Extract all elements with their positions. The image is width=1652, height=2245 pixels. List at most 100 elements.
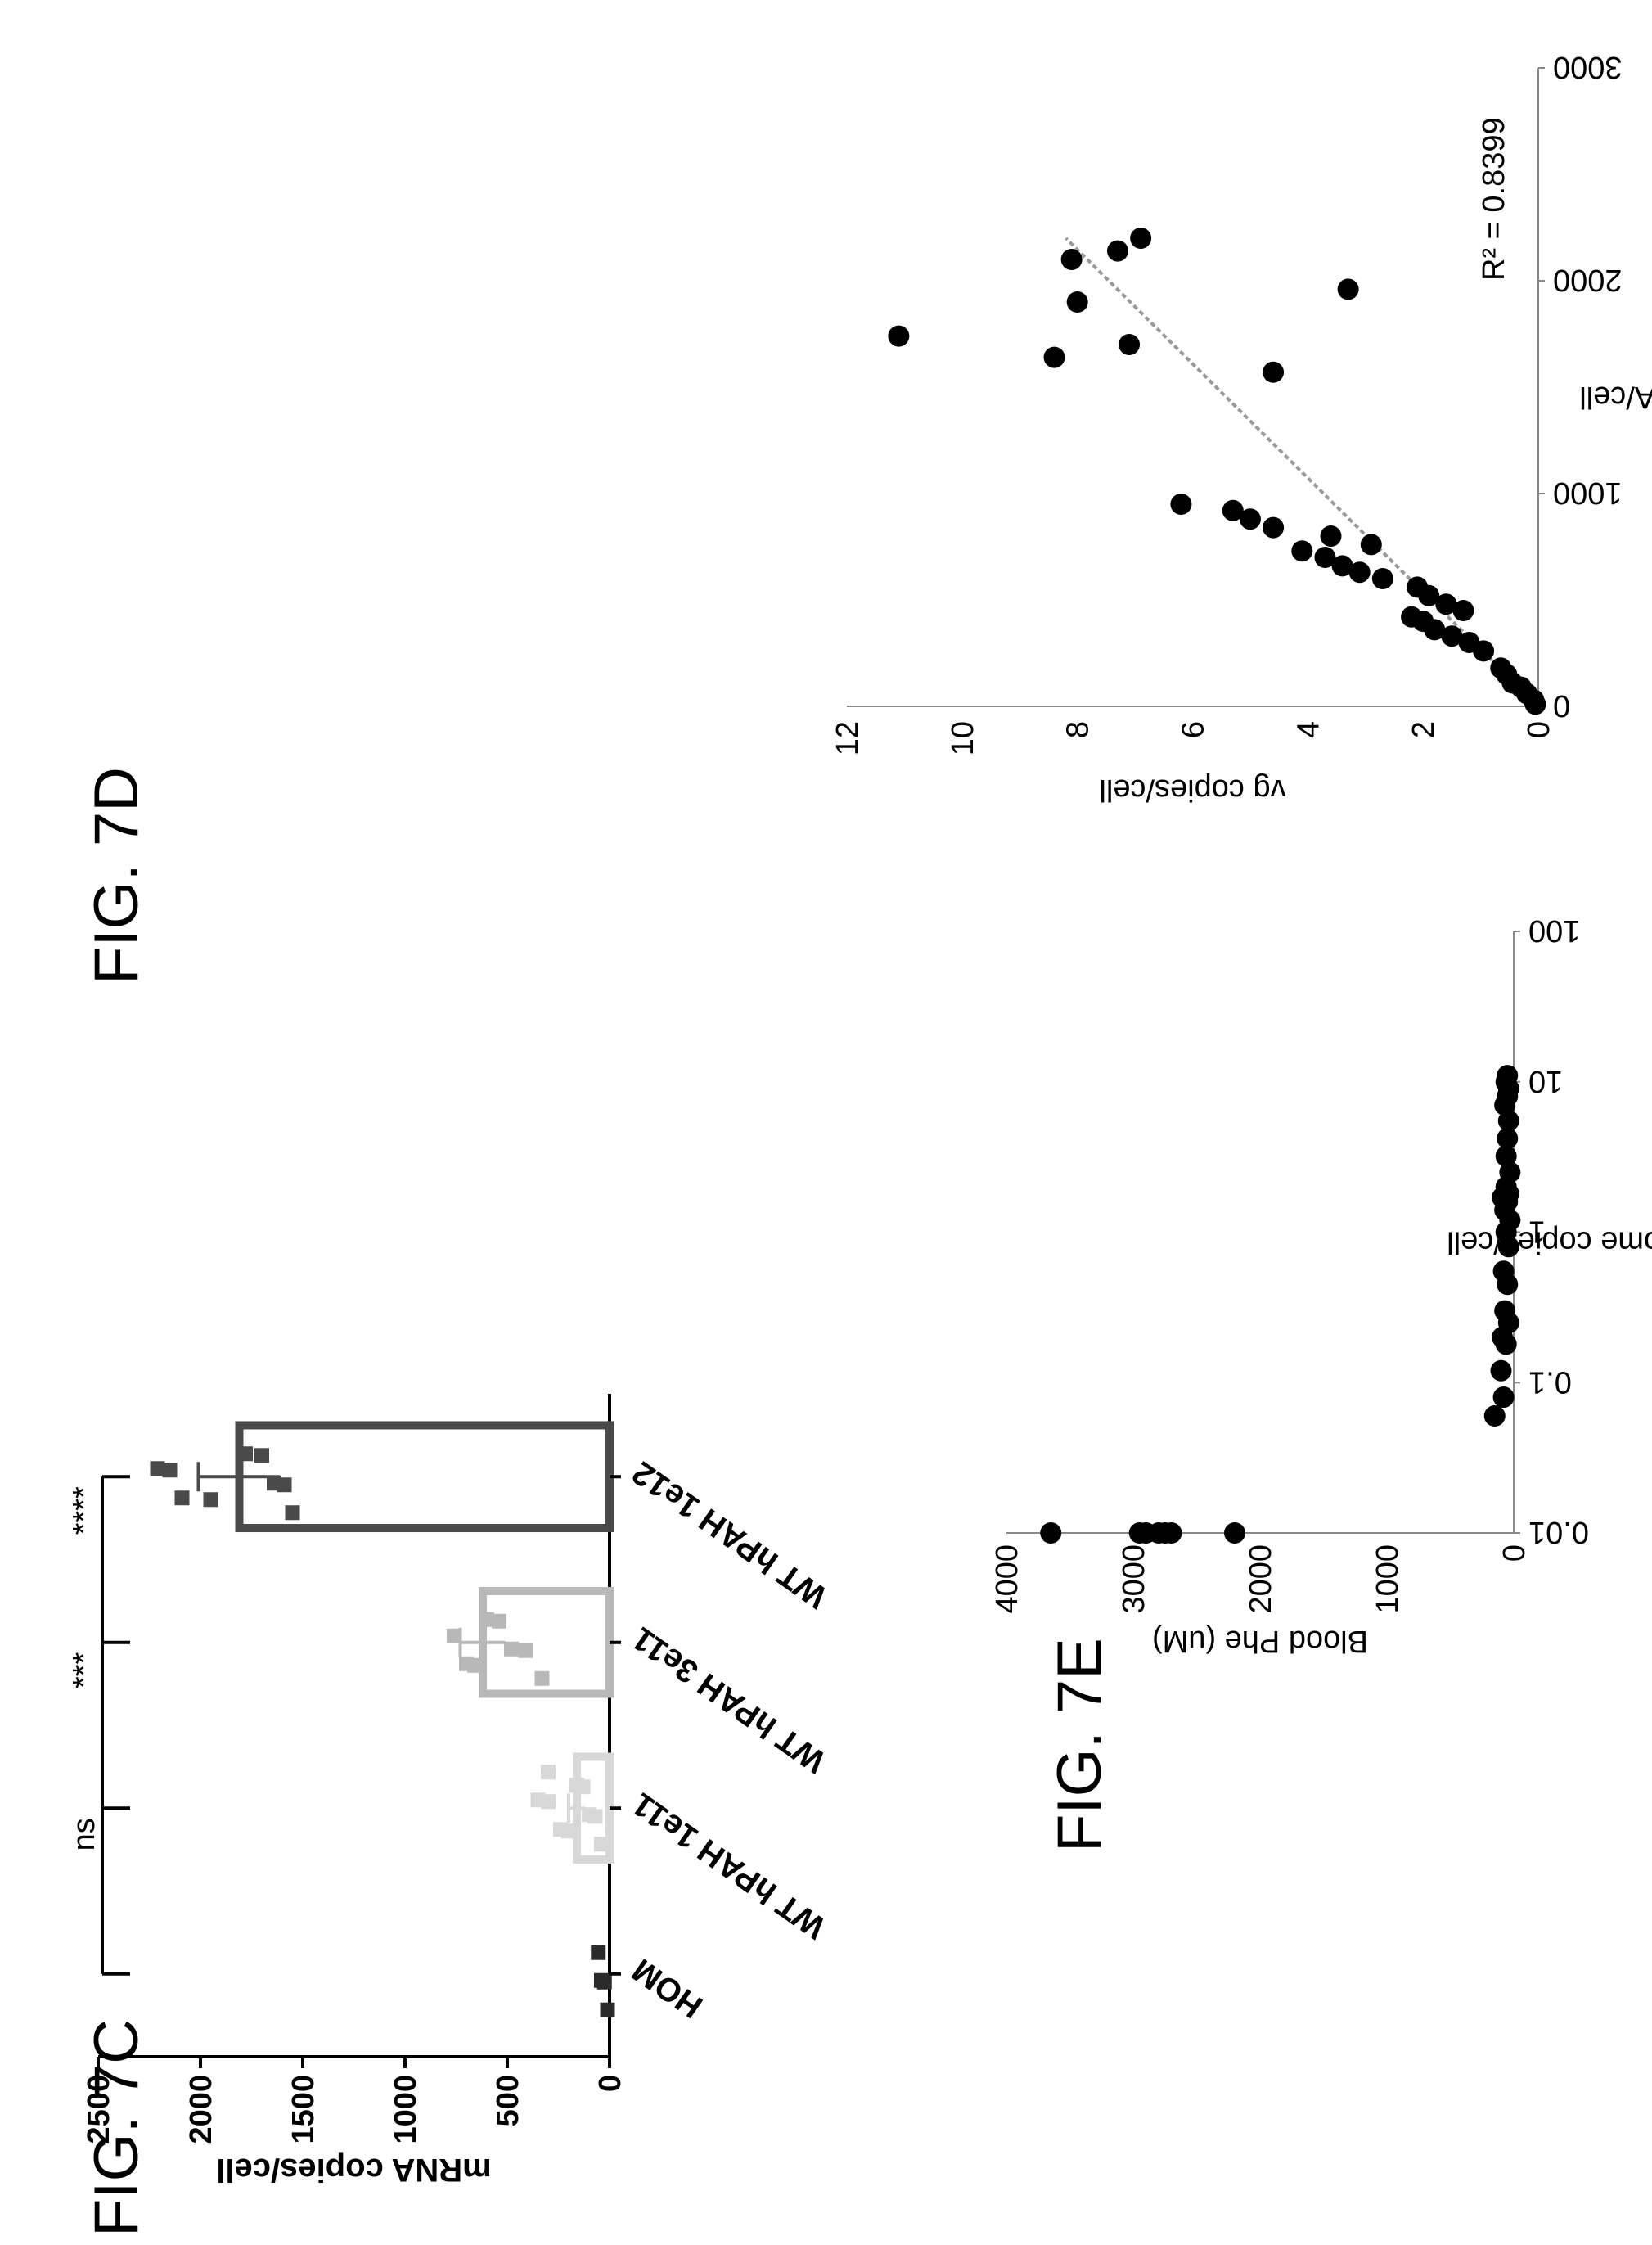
data-point: [162, 1463, 178, 1478]
data-point: [1130, 228, 1152, 249]
data-point: [530, 1792, 546, 1808]
data-point: [1401, 606, 1423, 628]
data-point: [1435, 593, 1457, 615]
x-tick-label: 10: [1528, 1064, 1563, 1098]
trendline: [1065, 237, 1540, 708]
data-point: [591, 1945, 606, 1960]
x-tick-label: 0.1: [1528, 1364, 1572, 1399]
data-point: [1291, 540, 1313, 562]
y-tick-label: 0: [593, 2075, 628, 2092]
data-point: [479, 1612, 494, 1627]
y-tick-label: 3000: [1117, 1544, 1151, 1614]
data-point: [447, 1628, 461, 1643]
data-point: [1170, 494, 1192, 515]
data-point: [582, 1807, 596, 1823]
y-tick-label: 1000: [389, 2075, 423, 2144]
data-point: [1490, 1359, 1512, 1382]
data-point: [1066, 291, 1088, 313]
data-point: [1060, 249, 1083, 270]
x-tick-label: 100: [1528, 913, 1580, 948]
data-point: [459, 1656, 474, 1671]
data-point: [267, 1476, 281, 1491]
x-tick-label: 1000: [1553, 476, 1623, 510]
data-point: [541, 1765, 556, 1780]
data-point: [174, 1490, 190, 1506]
chart-7d: 0 2 4 6 8 10 12 0 1000 2000 3000 vg copies/cell mRNA…: [831, 50, 1652, 807]
y-axis-label: mRNA copies/cell: [216, 2152, 491, 2188]
x-axis-label: Vector genome copies/cell: [1447, 1225, 1652, 1260]
data-point: [1441, 625, 1463, 647]
data-point: [1222, 499, 1244, 521]
sig-label: ***: [67, 1652, 101, 1689]
data-point: [1492, 1260, 1515, 1283]
data-point: [1263, 516, 1285, 539]
data-point: [569, 1778, 584, 1793]
y-tick-label: 0: [1522, 721, 1556, 738]
data-point: [1495, 1145, 1517, 1167]
data-point: [553, 1822, 568, 1837]
data-point: [1348, 561, 1371, 584]
data-point: [203, 1492, 218, 1508]
data-point: [1314, 547, 1336, 568]
data-point: [1458, 632, 1480, 653]
data-point: [600, 2002, 615, 2017]
data-point: [1483, 1405, 1506, 1427]
data-point: [594, 1972, 609, 1988]
x-tick-label: 0: [1553, 688, 1570, 723]
data-point: [1407, 576, 1429, 598]
y-tick-label: 2500: [82, 2075, 116, 2144]
x-tick-label: WT hPAH 1e11: [626, 1786, 832, 1945]
data-point: [238, 1446, 253, 1462]
r-squared-annotation: R² = 0.8399: [1477, 117, 1511, 281]
data-point: [285, 1505, 300, 1521]
x-tick-label: 2000: [1553, 263, 1623, 297]
y-tick-label: 6: [1177, 721, 1211, 738]
y-tick-label: 1000: [1371, 1544, 1405, 1614]
x-tick-label: 3000: [1553, 50, 1623, 84]
data-point: [1452, 600, 1474, 621]
data-point: [1497, 1065, 1519, 1087]
y-tick-label: 1500: [286, 2075, 321, 2144]
data-point: [1106, 240, 1128, 262]
data-point: [1320, 525, 1342, 547]
x-tick-label: 1: [1528, 1215, 1546, 1249]
data-point: [888, 325, 910, 347]
data-point: [534, 1670, 550, 1686]
fig-7e-label: FIG. 7E: [1045, 1638, 1114, 1852]
y-tick-label: 2000: [184, 2075, 218, 2144]
y-tick-label: 12: [831, 721, 865, 755]
sig-label: ****: [67, 1486, 101, 1535]
data-point: [1224, 1522, 1245, 1544]
data-point: [1263, 361, 1285, 383]
data-point: [1494, 1300, 1516, 1322]
x-tick-label: WT hPAH 3e11: [626, 1620, 832, 1779]
data-point: [1499, 1161, 1521, 1183]
y-tick-label: 500: [491, 2075, 525, 2126]
y-tick-label: 8: [1061, 721, 1096, 738]
data-point: [492, 1613, 506, 1629]
data-point: [504, 1641, 519, 1657]
y-axis-label: Blood Phe (uM): [1152, 1624, 1368, 1658]
data-point: [1360, 534, 1382, 556]
data-point: [1043, 346, 1065, 368]
data-point: [518, 1643, 533, 1658]
data-point: [594, 1837, 609, 1852]
data-point: [1490, 657, 1512, 679]
y-axis-label: vg copies/cell: [1099, 773, 1285, 807]
data-point: [1331, 555, 1353, 577]
y-tick-label: 4000: [990, 1544, 1024, 1614]
data-point: [1371, 568, 1393, 589]
data-point: [254, 1448, 269, 1463]
data-point: [1239, 508, 1261, 530]
data-point: [150, 1461, 165, 1476]
y-tick-label: 0: [1497, 1544, 1532, 1562]
data-point: [1040, 1522, 1062, 1544]
x-tick-label: HOM: [626, 1951, 709, 2025]
y-tick-label: 2000: [1244, 1544, 1278, 1614]
data-point: [1119, 334, 1141, 355]
x-axis-label: mRNA/cell: [1579, 380, 1652, 414]
data-point: [1337, 278, 1359, 300]
